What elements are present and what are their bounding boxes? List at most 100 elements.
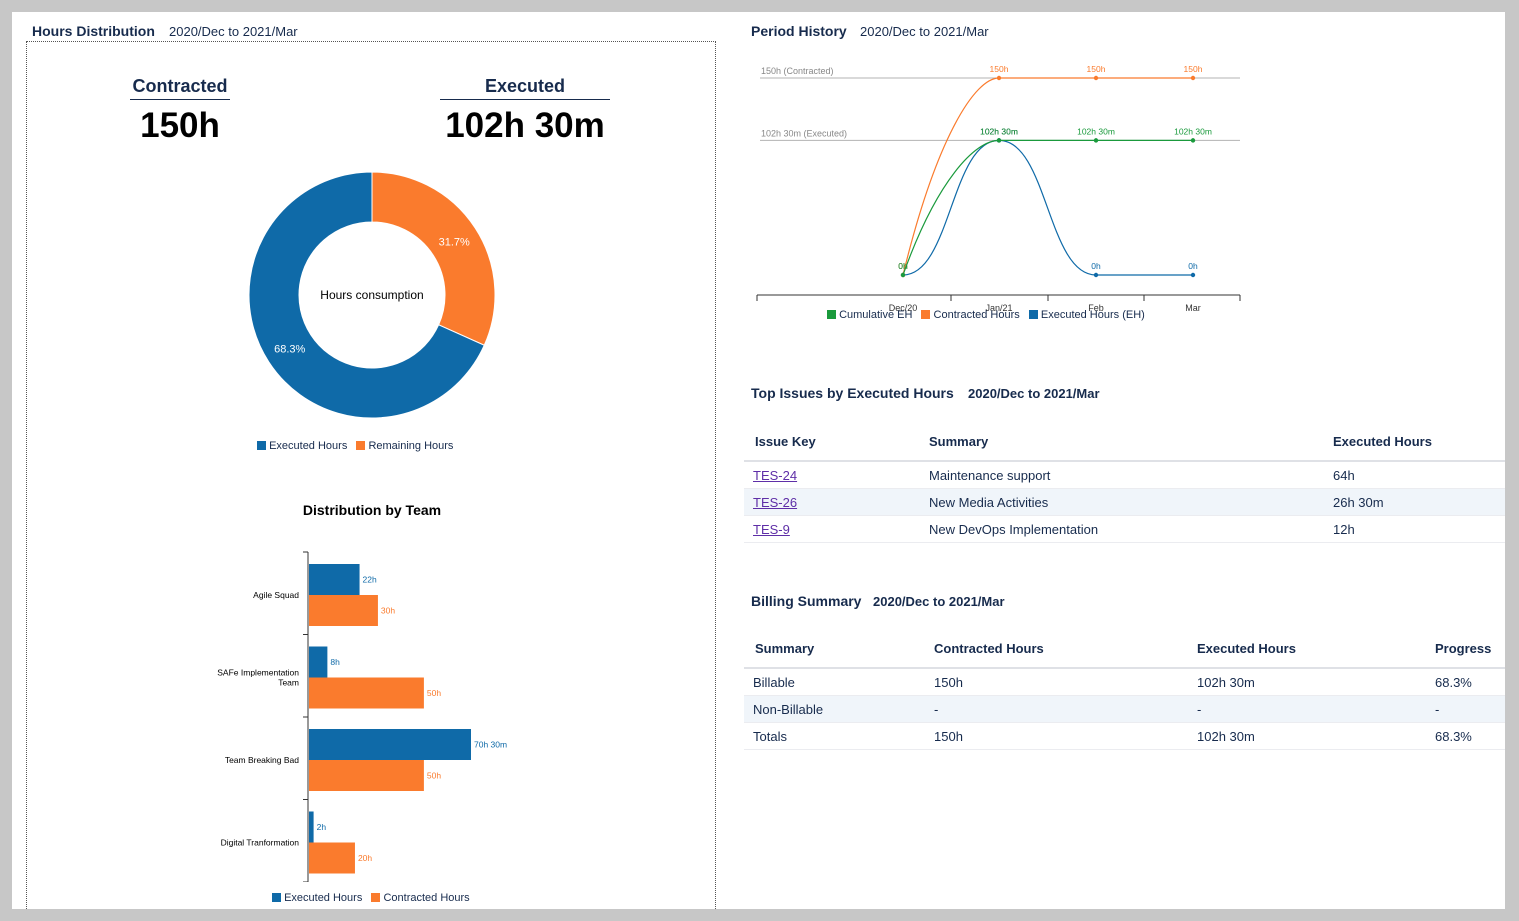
executed-hours-legend-swatch (257, 441, 266, 450)
series-point (1190, 138, 1196, 143)
x-tick-label: Mar (1185, 303, 1201, 313)
issue-link-tes-9[interactable]: TES-9 (753, 521, 790, 537)
executed-label: Executed (440, 76, 610, 100)
table-row: Billable 150h 102h 30m 68.3% (744, 668, 1505, 696)
period-history-title: Period History (751, 23, 847, 39)
billing-progress-cell: - (1435, 695, 1505, 723)
hours-distribution-period: 2020/Dec to 2021/Mar (169, 24, 298, 39)
series-point-label: 102h 30m (1174, 126, 1212, 136)
series-point-label: 102h 30m (980, 126, 1018, 136)
team-contracted-legend-swatch (371, 893, 381, 902)
col-summary: Summary (929, 432, 1333, 462)
y-category-label: Agile Squad (253, 590, 299, 600)
remaining-hours-legend-swatch (356, 441, 366, 450)
billing-summary-period: 2020/Dec to 2021/Mar (873, 594, 1005, 609)
y-category-label: Team Breaking Bad (225, 755, 299, 765)
donut-center-label: Hours consumption (320, 288, 423, 302)
bar-value-label: 8h (330, 657, 340, 667)
x-tick-label: Jan/21 (985, 303, 1012, 313)
donut-slice-remaining-hours (371, 172, 496, 346)
issue-hours: 12h (1333, 515, 1505, 543)
table-row: Totals 150h 102h 30m 68.3% (744, 722, 1505, 750)
series-point-label: 0h (898, 261, 908, 271)
col-billing-summary: Summary (744, 639, 934, 669)
series-point (1093, 272, 1099, 278)
billing-contracted-cell: - (934, 695, 1197, 723)
billing-contracted-cell: 150h (934, 668, 1197, 696)
period-history-line-chart: 150h (Contracted) 102h 30m (Executed) Dec/… (756, 64, 1241, 313)
series-point (996, 138, 1002, 143)
bar-executed-hours (309, 729, 471, 760)
contracted-legend-swatch (921, 310, 931, 319)
table-row: TES-24 Maintenance support 64h (744, 461, 1505, 489)
series-point (900, 272, 906, 278)
bar-contracted-hours (309, 842, 355, 874)
team-chart-title: Distribution by Team (302, 502, 442, 518)
legend-cumulative: Cumulative EH (839, 309, 913, 321)
contracted-value: 150h (140, 106, 220, 145)
billing-contracted-cell: 150h (934, 722, 1197, 750)
billing-executed-cell: 102h 30m (1197, 722, 1435, 750)
bar-value-label: 50h (427, 688, 441, 698)
legend-contracted: Contracted Hours (933, 309, 1020, 321)
donut-legend-executed: Executed Hours (269, 440, 348, 452)
contracted-label: Contracted (130, 76, 230, 100)
bar-value-label: 22h (363, 575, 377, 585)
billing-summary-table: Summary Contracted Hours Executed Hours … (744, 639, 1505, 750)
table-row: TES-26 New Media Activities 26h 30m (744, 488, 1505, 516)
billing-summary-cell: Billable (744, 668, 934, 696)
top-issues-table: Issue Key Summary Executed Hours TES-24 … (744, 432, 1505, 543)
hours-distribution-title: Hours Distribution (32, 23, 155, 39)
series-point-label: 150h (990, 64, 1009, 74)
bar-value-label: 30h (381, 606, 395, 616)
team-legend-contracted: Contracted Hours (383, 892, 470, 904)
executed-legend-swatch (1028, 310, 1038, 319)
bar-contracted-hours (309, 677, 424, 709)
donut-legend-remaining: Remaining Hours (368, 440, 454, 452)
bar-value-label: 70h 30m (474, 740, 507, 750)
billing-progress-cell: 68.3% (1435, 722, 1505, 750)
issue-hours: 64h (1333, 461, 1505, 489)
col-billing-executed-hours: Executed Hours (1197, 639, 1435, 669)
y-category-label: SAFe Implementation (217, 668, 299, 678)
y-category-label: Digital Tranformation (221, 838, 300, 848)
dashboard-canvas: Hours Distribution 2020/Dec to 2021/Mar … (12, 12, 1505, 909)
bar-value-label: 2h (317, 822, 327, 832)
issue-link-tes-24[interactable]: TES-24 (753, 467, 798, 483)
billing-summary-title: Billing Summary (751, 593, 862, 609)
bar-contracted-hours (309, 595, 378, 626)
bar-executed-hours (309, 564, 360, 595)
series-point-label: 150h (1087, 64, 1106, 74)
top-issues-title: Top Issues by Executed Hours (751, 385, 954, 401)
billing-summary-cell: Totals (744, 722, 934, 750)
x-tick-label: Dec/20 (889, 303, 918, 313)
bar-contracted-hours (309, 760, 424, 791)
distribution-by-team-bar-chart: 22h 30h Agile Squad 8h 50h SAFe Implementatio… (217, 551, 507, 882)
hours-distribution-panel: Contracted 150h Executed 102h 30m 31.7% 6… (26, 41, 716, 909)
billing-summary-cell: Non-Billable (744, 695, 934, 723)
period-history-legend: Cumulative EH Contracted Hours Executed … (827, 309, 1145, 321)
reference-line-label: 102h 30m (Executed) (761, 128, 847, 138)
donut-slice-label: 68.3% (274, 343, 305, 355)
col-progress: Progress (1435, 639, 1505, 669)
team-chart-legend: Executed Hours Contracted Hours (272, 892, 470, 904)
x-tick-label: Feb (1088, 303, 1104, 313)
series-point-label: 0h (898, 261, 908, 271)
issue-summary: New Media Activities (929, 488, 1333, 516)
bar-value-label: 20h (358, 853, 372, 863)
series-point (996, 75, 1002, 81)
series-point-label: 0h (1188, 261, 1198, 271)
y-category-label: Team (278, 678, 299, 688)
team-legend-executed: Executed Hours (284, 892, 363, 904)
series-point (1190, 75, 1196, 81)
series-point-label: 150h (1184, 64, 1203, 74)
series-line-executed-hours-eh- (902, 139, 1193, 276)
col-issue-key: Issue Key (744, 432, 929, 462)
reference-line-label: 150h (Contracted) (761, 66, 834, 76)
issue-link-tes-26[interactable]: TES-26 (753, 494, 798, 510)
billing-executed-cell: - (1197, 695, 1435, 723)
legend-executed: Executed Hours (EH) (1040, 309, 1145, 321)
cumulative-legend-swatch (827, 310, 836, 319)
series-point-label: 102h 30m (980, 126, 1018, 136)
bar-executed-hours (309, 646, 328, 678)
